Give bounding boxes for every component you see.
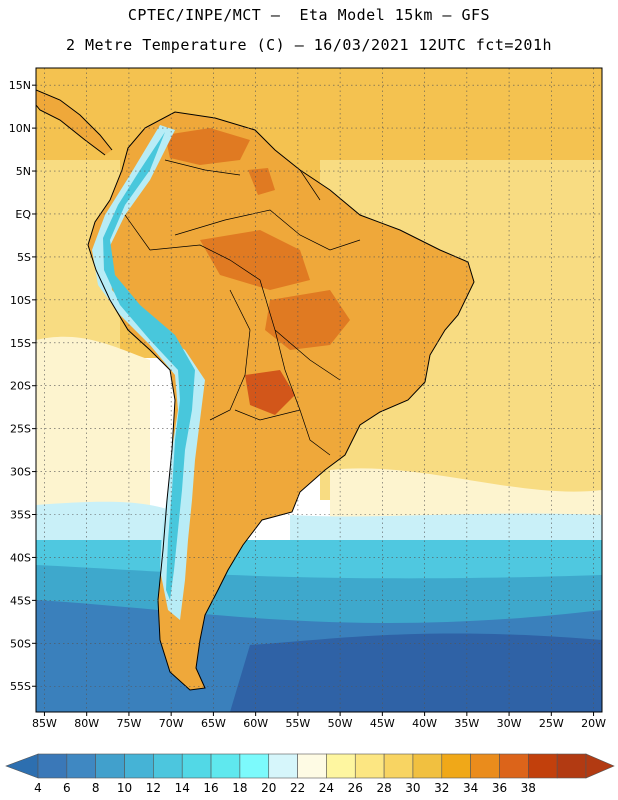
lat-tick-label: 50S: [10, 637, 31, 650]
colorbar-swatch: [37, 753, 68, 779]
ocean-band-deep: [230, 633, 602, 712]
colorbar-swatch: [153, 753, 183, 779]
lon-tick-label: 35W: [454, 717, 479, 730]
colorbar-swatch: [383, 753, 414, 779]
colorbar-swatch: [470, 753, 500, 779]
lat-tick-label: 15N: [9, 79, 31, 92]
lon-tick-label: 55W: [285, 717, 310, 730]
colorbar-label: 8: [92, 781, 100, 795]
hot-zone-central: [265, 290, 350, 350]
lon-tick-label: 60W: [243, 717, 268, 730]
colorbar-label: 4: [34, 781, 42, 795]
colorbar-swatch: [354, 753, 385, 779]
colorbar-label: 6: [63, 781, 71, 795]
colorbar-label: 30: [405, 781, 420, 795]
chart-title: CPTEC/INPE/MCT – Eta Model 15km – GFS: [127, 6, 491, 24]
colorbar-swatch: [181, 753, 212, 779]
colorbar-swatch: [210, 753, 241, 779]
lat-tick-label: 5N: [16, 165, 31, 178]
colorbar-label: 34: [463, 781, 478, 795]
lon-tick-label: 75W: [116, 717, 141, 730]
colorbar: 4 6 8 10 12 14 16 18 20 22 24 26 28 30 32 34 36 38: [5, 753, 615, 795]
hot-zone-amazon: [200, 230, 310, 290]
colorbar-label: 18: [232, 781, 247, 795]
lat-tick-label: EQ: [15, 208, 31, 221]
colorbar-swatch: [66, 753, 96, 779]
lat-tick-label: 25S: [10, 423, 31, 436]
colorbar-label: 24: [319, 781, 334, 795]
colorbar-swatch: [441, 753, 471, 779]
colorbar-label: 16: [203, 781, 218, 795]
colorbar-label: 10: [117, 781, 132, 795]
country-borders: [124, 159, 361, 456]
map-content: [36, 68, 602, 712]
lon-tick-label: 45W: [370, 717, 395, 730]
lat-tick-label: 5S: [17, 251, 31, 264]
colorbar-swatch: [556, 753, 587, 779]
hot-zone-guiana: [248, 168, 275, 195]
lon-tick-label: 70W: [159, 717, 184, 730]
colorbar-label: 20: [261, 781, 276, 795]
colorbar-swatch: [528, 753, 558, 779]
lon-tick-label: 65W: [201, 717, 226, 730]
hottest-zone-chaco: [245, 370, 295, 415]
lon-tick-label: 20W: [581, 717, 606, 730]
colorbar-label: 32: [434, 781, 449, 795]
colorbar-low-arrow: [5, 753, 39, 779]
andes-cold-core: [103, 132, 195, 600]
lat-tick-label: 20S: [10, 380, 31, 393]
lat-tick-label: 10N: [9, 122, 31, 135]
lat-tick-label: 40S: [10, 551, 31, 564]
colorbar-swatch: [239, 753, 270, 779]
lat-tick-label: 45S: [10, 594, 31, 607]
colorbar-high-arrow: [585, 753, 615, 779]
lon-tick-label: 85W: [32, 717, 57, 730]
latitude-axis: 15N 10N 5N EQ 5S 10S 15S 20S 25S 30S 35S 40S 45S 50S 5…: [9, 79, 36, 693]
colorbar-swatch: [95, 753, 125, 779]
chart-subtitle: 2 Metre Temperature (C) – 16/03/2021 12U…: [65, 36, 553, 54]
colorbar-label: 36: [492, 781, 507, 795]
lat-tick-label: 10S: [10, 294, 31, 307]
longitude-axis: 85W 80W 75W 70W 65W 60W 55W 50W 45W 40W 35W 30W 25W 2…: [32, 712, 606, 730]
hot-zone-north: [165, 128, 250, 165]
lon-tick-label: 80W: [74, 717, 99, 730]
graticule: [36, 68, 602, 712]
colorbar-label: 38: [521, 781, 536, 795]
lon-tick-label: 30W: [497, 717, 522, 730]
colorbar-label: 22: [290, 781, 305, 795]
colorbar-label: 12: [146, 781, 161, 795]
colorbar-label: 28: [376, 781, 391, 795]
lon-tick-label: 25W: [539, 717, 564, 730]
lat-tick-label: 30S: [10, 466, 31, 479]
lat-tick-label: 35S: [10, 509, 31, 522]
central-america-land: [36, 90, 112, 155]
lat-tick-label: 15S: [10, 337, 31, 350]
lon-tick-label: 40W: [412, 717, 437, 730]
colorbar-label: 26: [348, 781, 363, 795]
lon-tick-label: 50W: [328, 717, 353, 730]
colorbar-swatch: [499, 753, 529, 779]
lat-tick-label: 55S: [10, 680, 31, 693]
colorbar-swatch: [412, 753, 443, 779]
ocean-band-mild: [36, 160, 602, 500]
map-frame: [35, 67, 603, 713]
colorbar-swatch: [297, 753, 327, 779]
colorbar-swatch: [326, 753, 356, 779]
colorbar-swatch: [268, 753, 298, 779]
colorbar-label: 14: [175, 781, 190, 795]
colorbar-swatch: [124, 753, 154, 779]
